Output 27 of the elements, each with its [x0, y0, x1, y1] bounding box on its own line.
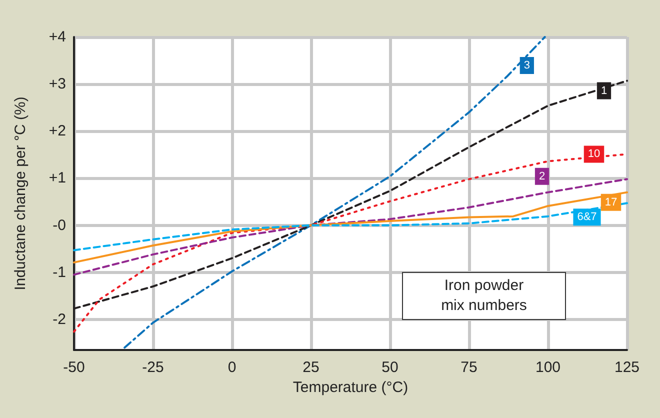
y-tick-label: -2	[52, 310, 66, 328]
series-label: 1	[600, 84, 608, 97]
line-series	[124, 36, 546, 349]
x-tick-label: 125	[614, 359, 640, 376]
series-label: 6&7	[577, 211, 597, 224]
series-label: 10	[588, 148, 600, 160]
x-axis-title: Temperature (°C)	[292, 379, 408, 396]
x-tick-label: -25	[142, 359, 164, 376]
line-series	[73, 178, 628, 276]
note-box: Iron powder mix numbers	[402, 272, 566, 320]
series-label: 3	[524, 60, 530, 72]
y-tick-label: +1	[48, 170, 66, 187]
y-tick-label: -0	[52, 216, 66, 234]
y-tick-label: -1	[52, 264, 66, 281]
series-label: 2	[538, 170, 546, 182]
x-tick-label: 100	[535, 359, 561, 376]
x-tick-label: 25	[302, 359, 320, 376]
x-tick-label: 75	[460, 359, 478, 376]
x-tick-label: -50	[63, 359, 85, 376]
series-label: 17	[604, 196, 618, 208]
y-axis-title: Inductane change per °C (%)	[12, 96, 29, 290]
x-tick-label: 0	[228, 359, 236, 376]
y-tick-label: +4	[48, 28, 66, 46]
line-series	[73, 191, 628, 264]
y-tick-label: +2	[48, 122, 66, 140]
y-tick-label: +3	[48, 76, 66, 93]
x-tick-label: 50	[382, 359, 398, 376]
